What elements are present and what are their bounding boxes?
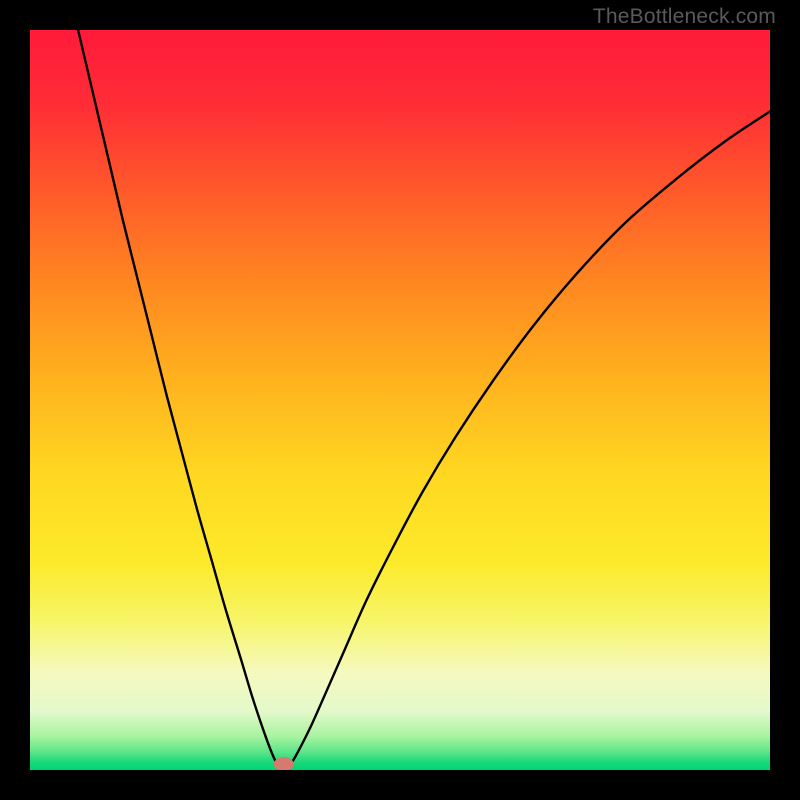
watermark-text: TheBottleneck.com [593,5,776,29]
optimal-point-marker [274,757,294,770]
bottleneck-curve-svg [30,30,770,770]
bottleneck-curve-path [78,30,770,769]
chart-frame [30,30,770,770]
